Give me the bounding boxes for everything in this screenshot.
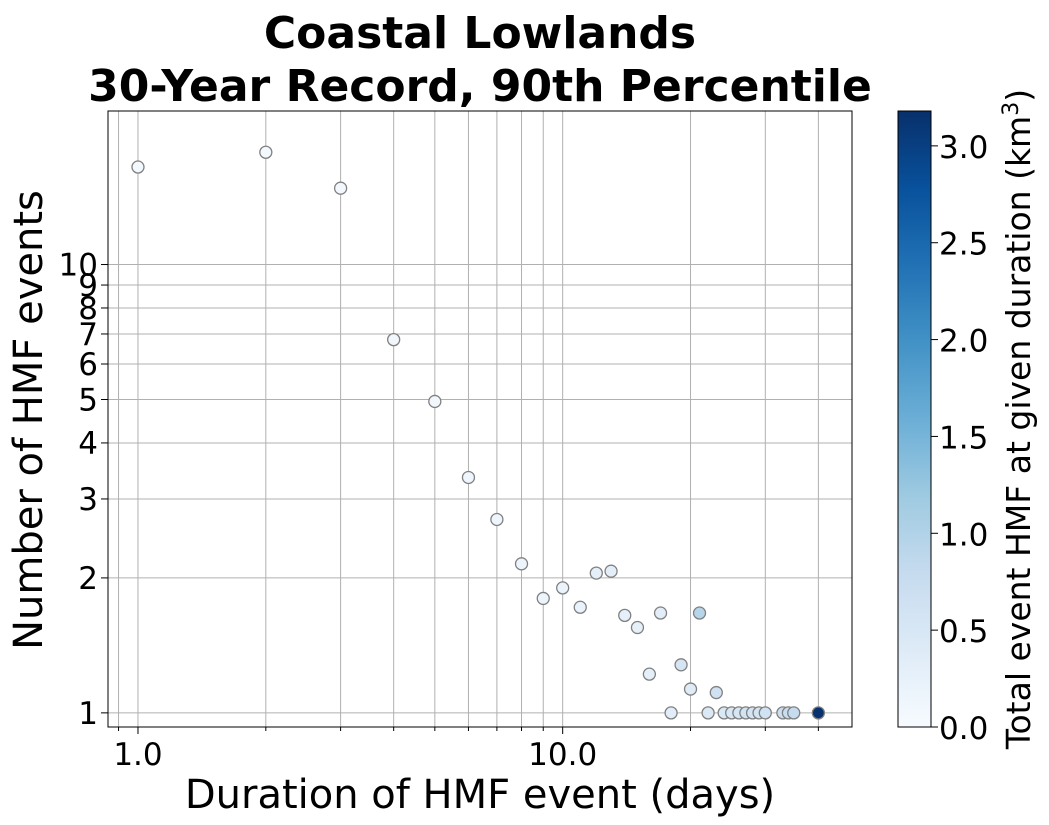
data-point bbox=[630, 620, 645, 635]
grid-lines bbox=[108, 111, 852, 727]
x-axis-label: Duration of HMF event (days) bbox=[185, 772, 775, 818]
data-point bbox=[653, 606, 668, 620]
data-point bbox=[333, 181, 348, 195]
x-tick-label: 10.0 bbox=[528, 737, 597, 773]
data-point bbox=[811, 706, 826, 720]
y-tick-label: 6 bbox=[78, 347, 98, 383]
data-point bbox=[709, 685, 723, 700]
data-point bbox=[787, 706, 801, 720]
data-point bbox=[758, 706, 772, 720]
chart-title-line-2: 30-Year Record, 90th Percentile bbox=[88, 61, 872, 112]
colorbar-tick-label: 0.0 bbox=[939, 711, 988, 747]
data-point bbox=[674, 658, 688, 672]
colorbar-tick-label: 3.0 bbox=[939, 130, 988, 166]
data-point bbox=[589, 566, 603, 580]
y-tick-label: 7 bbox=[78, 317, 98, 353]
data-point bbox=[556, 581, 570, 595]
colorbar-ticks: 0.0 0.5 1.0 1.5 2.0 2.5 3.0 bbox=[931, 130, 988, 747]
data-point bbox=[514, 557, 529, 571]
y-tick-label: 10 bbox=[59, 248, 98, 284]
data-point bbox=[461, 470, 476, 485]
data-point bbox=[701, 706, 715, 720]
y-tick-label: 5 bbox=[78, 382, 98, 418]
colorbar-tick-label: 2.5 bbox=[939, 227, 988, 263]
chart-title-line-1: Coastal Lowlands bbox=[264, 8, 696, 59]
data-point bbox=[259, 145, 273, 159]
data-point bbox=[536, 591, 550, 606]
colorbar bbox=[897, 110, 932, 728]
data-point bbox=[573, 600, 587, 614]
data-points bbox=[131, 145, 826, 720]
y-tick-label: 4 bbox=[78, 426, 98, 462]
y-tick-label: 1 bbox=[78, 696, 98, 732]
data-point bbox=[387, 332, 401, 347]
data-point bbox=[490, 512, 504, 527]
y-tick-label: 2 bbox=[78, 561, 98, 597]
y-tick-label: 3 bbox=[78, 482, 98, 518]
plot-frame bbox=[107, 110, 853, 728]
colorbar-tick-label: 0.5 bbox=[939, 614, 988, 650]
data-point bbox=[131, 160, 145, 174]
colorbar-tick-label: 2.0 bbox=[939, 324, 988, 360]
data-point bbox=[604, 564, 618, 578]
data-point bbox=[642, 667, 657, 681]
colorbar-tick-label: 1.0 bbox=[939, 517, 988, 553]
y-tick-label: 8 bbox=[78, 291, 98, 327]
data-point bbox=[618, 608, 632, 623]
data-point bbox=[664, 706, 678, 720]
colorbar-tick-label: 1.5 bbox=[939, 420, 988, 456]
y-tick-label: 9 bbox=[78, 268, 98, 304]
data-point bbox=[692, 606, 707, 620]
y-axis-label: Number of HMF events bbox=[6, 190, 52, 650]
data-point bbox=[428, 394, 442, 409]
data-point bbox=[683, 682, 698, 696]
x-tick-label: 1.0 bbox=[113, 737, 162, 773]
colorbar-label: Total event HMF at given duration (km3) bbox=[999, 89, 1038, 750]
